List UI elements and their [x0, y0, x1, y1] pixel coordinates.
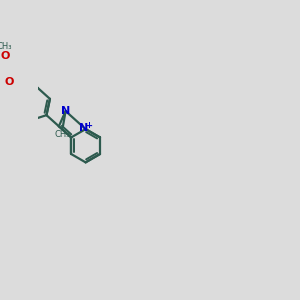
Text: N: N	[79, 123, 88, 133]
Text: O: O	[5, 77, 14, 87]
Text: CH₃: CH₃	[55, 130, 70, 139]
Text: O: O	[1, 51, 10, 61]
Text: +: +	[85, 121, 92, 130]
Text: N: N	[61, 106, 70, 116]
Text: CH₃: CH₃	[0, 42, 12, 51]
